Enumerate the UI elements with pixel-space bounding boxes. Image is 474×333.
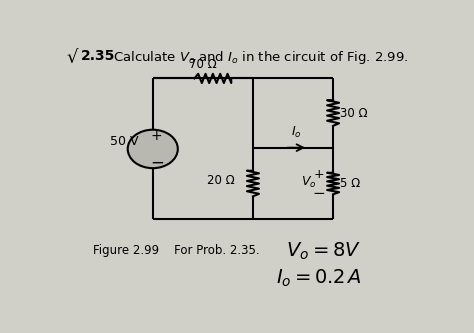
Text: −: − bbox=[150, 154, 164, 171]
Text: $I_o = 0.2\,A$: $I_o = 0.2\,A$ bbox=[276, 268, 362, 289]
Text: $V_o = 8V$: $V_o = 8V$ bbox=[286, 241, 361, 262]
Text: +: + bbox=[314, 168, 324, 181]
Text: 70 Ω: 70 Ω bbox=[189, 58, 217, 71]
Text: √: √ bbox=[66, 49, 78, 67]
Text: 50 V: 50 V bbox=[110, 135, 138, 148]
Text: 30 Ω: 30 Ω bbox=[340, 107, 368, 120]
Text: +: + bbox=[151, 129, 163, 143]
Text: 5 Ω: 5 Ω bbox=[340, 177, 361, 190]
Text: $V_o$: $V_o$ bbox=[301, 175, 317, 190]
Text: 20 Ω: 20 Ω bbox=[207, 174, 235, 187]
Text: 2.35: 2.35 bbox=[81, 49, 115, 63]
Circle shape bbox=[128, 130, 178, 168]
Text: Calculate $V_o$ and $I_o$ in the circuit of Fig. 2.99.: Calculate $V_o$ and $I_o$ in the circuit… bbox=[113, 49, 408, 66]
Text: $I_o$: $I_o$ bbox=[291, 125, 301, 141]
Text: −: − bbox=[313, 186, 326, 201]
Text: Figure 2.99    For Prob. 2.35.: Figure 2.99 For Prob. 2.35. bbox=[92, 244, 259, 257]
